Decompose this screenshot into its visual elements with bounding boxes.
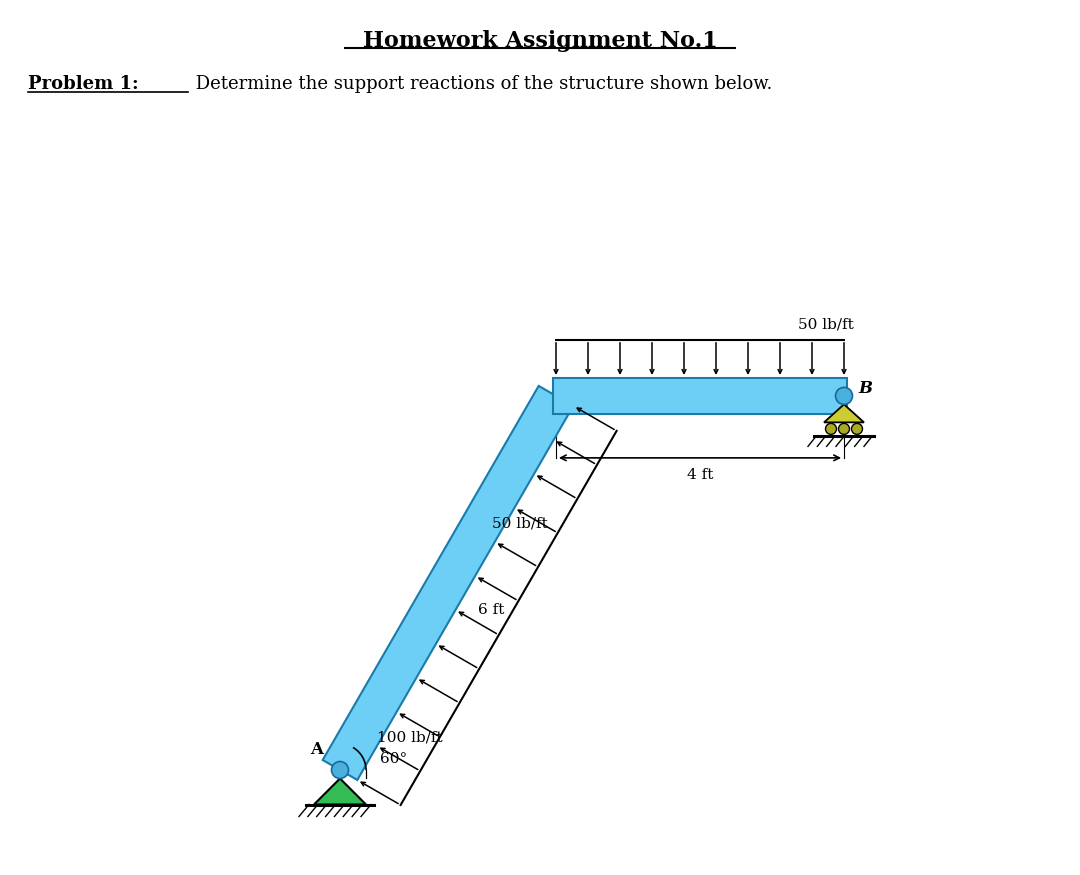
Text: 50 lb/ft: 50 lb/ft: [798, 318, 854, 332]
Polygon shape: [314, 779, 366, 804]
Circle shape: [825, 424, 837, 434]
Text: Homework Assignment No.1: Homework Assignment No.1: [363, 30, 717, 52]
Text: B: B: [858, 381, 872, 397]
Text: 4 ft: 4 ft: [687, 468, 713, 482]
Circle shape: [838, 424, 850, 434]
Text: 60°: 60°: [380, 752, 407, 766]
Circle shape: [332, 761, 349, 779]
Polygon shape: [323, 386, 573, 780]
Circle shape: [836, 388, 852, 404]
Polygon shape: [824, 404, 864, 423]
Text: 50 lb/ft: 50 lb/ft: [492, 516, 549, 530]
Text: 6 ft: 6 ft: [478, 603, 504, 617]
Circle shape: [851, 424, 863, 434]
Text: A: A: [310, 741, 323, 758]
Text: Determine the support reactions of the structure shown below.: Determine the support reactions of the s…: [190, 75, 772, 93]
Text: Problem 1:: Problem 1:: [28, 75, 138, 93]
Text: 100 lb/ft: 100 lb/ft: [377, 731, 443, 745]
Polygon shape: [553, 378, 847, 414]
